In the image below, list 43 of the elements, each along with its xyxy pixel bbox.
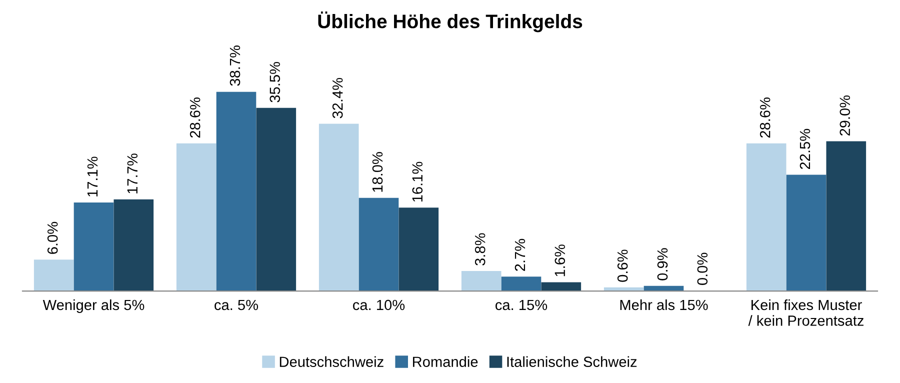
bar [541,282,582,292]
x-tick-label: Weniger als 5% [42,299,144,314]
data-label: 6.0% [47,222,58,254]
bar [216,92,256,292]
legend-label: Romandie [413,356,478,367]
data-label: 38.7% [230,46,240,86]
data-label: 0.6% [617,250,628,282]
bar [34,260,74,292]
bar [826,141,866,292]
data-label: 35.5% [270,62,280,102]
data-label: 17.1% [87,156,98,196]
data-label: 18.0% [372,152,383,192]
bar [461,270,502,292]
bar [786,174,826,292]
bar [358,198,399,292]
data-label: 28.6% [760,98,770,138]
data-label: 0.9% [657,248,668,280]
bar [256,108,296,292]
bar [114,199,154,292]
data-label: 16.1% [412,162,423,202]
data-label: 29.0% [840,95,850,136]
bar [318,124,359,292]
x-tick-label: ca. 15% [496,300,548,310]
data-label: 1.6% [554,244,566,276]
bar [74,202,114,292]
x-tick-label: Kein fixes Muster / kein Prozentsatz [748,299,864,326]
data-label: 3.8% [474,233,486,266]
data-label: 2.7% [514,238,526,271]
legend-label: Deutschschweiz [280,356,384,367]
data-label: 22.5% [800,128,810,169]
bar [176,143,216,292]
data-label: 28.6% [190,98,200,138]
bar [746,143,786,292]
bar [398,208,439,292]
data-label: 17.7% [127,154,138,194]
data-label: 0.0% [697,252,708,285]
x-tick-label: ca. 5% [214,300,258,310]
x-tick-label: ca. 10% [353,300,405,310]
data-label: 32.4% [332,78,343,118]
chart-title: Übliche Höhe des Trinkgelds [318,11,582,32]
bar [501,276,542,292]
legend-label: Italienische Schweiz [507,356,637,367]
x-tick-label: Mehr als 15% [620,299,708,310]
